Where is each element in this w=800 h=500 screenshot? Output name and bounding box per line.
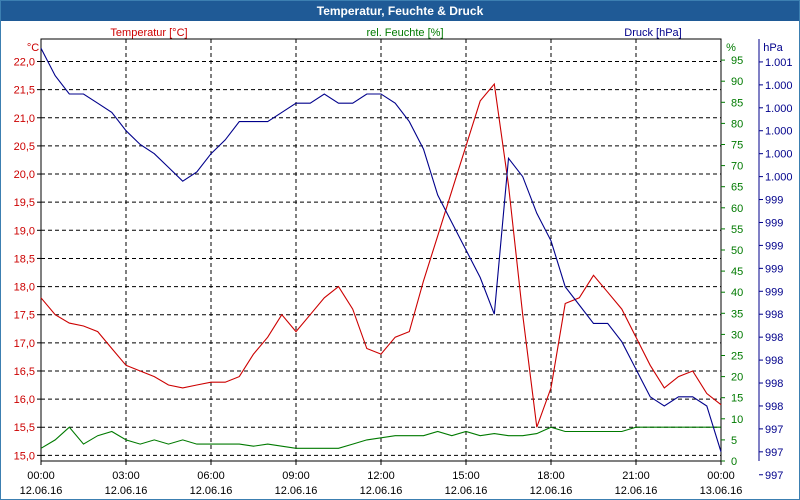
- x-tick-time: 09:00: [282, 470, 310, 482]
- pressure-series-line: [40, 47, 722, 452]
- legend-temperature: Temperatur [°C]: [110, 27, 187, 39]
- legend-pressure: Druck [hPa]: [624, 27, 681, 39]
- humidity-tick-label: 15: [731, 393, 743, 405]
- temperature-tick-label: 16,0: [14, 394, 35, 406]
- humidity-tick-label: 70: [731, 161, 743, 173]
- humidity-tick-label: 50: [731, 245, 743, 257]
- temperature-tick-label: 17,0: [14, 338, 35, 350]
- humidity-tick-label: 95: [731, 55, 743, 67]
- pressure-tick-label: 1.000: [765, 80, 793, 92]
- humidity-unit-label: %: [726, 42, 736, 54]
- humidity-tick-label: 85: [731, 97, 743, 109]
- pressure-tick-label: 1.000: [765, 172, 793, 184]
- pressure-tick-label: 998: [765, 378, 783, 390]
- x-tick-date: 12.06.16: [190, 485, 233, 497]
- temperature-tick-label: 16,5: [14, 366, 35, 378]
- x-tick-date: 12.06.16: [105, 485, 148, 497]
- window-title: Temperatur, Feuchte & Druck: [1, 1, 799, 21]
- pressure-tick-label: 999: [765, 240, 783, 252]
- x-tick-time: 12:00: [367, 470, 395, 482]
- x-tick-time: 18:00: [537, 470, 565, 482]
- temperature-tick-label: 19,0: [14, 225, 35, 237]
- pressure-unit-label: hPa: [763, 42, 783, 54]
- pressure-tick-label: 1.000: [765, 149, 793, 161]
- pressure-tick-label: 997: [765, 424, 783, 436]
- temperature-tick-label: 18,0: [14, 282, 35, 294]
- pressure-tick-label: 998: [765, 332, 783, 344]
- temperature-tick-label: 22,0: [14, 57, 35, 69]
- x-tick-time: 06:00: [197, 470, 225, 482]
- temperature-tick-label: 18,5: [14, 253, 35, 265]
- humidity-tick-label: 75: [731, 140, 743, 152]
- humidity-tick-label: 80: [731, 118, 743, 130]
- pressure-tick-label: 999: [765, 286, 783, 298]
- x-tick-date: 12.06.16: [615, 485, 658, 497]
- x-tick-date: 13.06.16: [700, 485, 743, 497]
- legend-humidity: rel. Feuchte [%]: [366, 27, 443, 39]
- pressure-tick-label: 997: [765, 447, 783, 459]
- humidity-tick-label: 20: [731, 372, 743, 384]
- temperature-tick-label: 15,0: [14, 450, 35, 462]
- humidity-tick-label: 35: [731, 308, 743, 320]
- humidity-tick-label: 90: [731, 76, 743, 88]
- x-tick-date: 12.06.16: [445, 485, 488, 497]
- humidity-tick-label: 60: [731, 203, 743, 215]
- humidity-series-line: [40, 426, 721, 449]
- humidity-tick-label: 45: [731, 266, 743, 278]
- temperature-unit-label: °C: [27, 42, 39, 54]
- temperature-series-line: [40, 82, 722, 428]
- temperature-tick-label: 17,5: [14, 310, 35, 322]
- pressure-tick-label: 998: [765, 309, 783, 321]
- pressure-tick-label: 1.001: [765, 57, 793, 69]
- x-tick-time: 21:00: [622, 470, 650, 482]
- pressure-tick-label: 998: [765, 355, 783, 367]
- temperature-tick-label: 19,5: [14, 197, 35, 209]
- humidity-tick-label: 40: [731, 287, 743, 299]
- humidity-tick-label: 55: [731, 224, 743, 236]
- humidity-tick-label: 0: [731, 456, 737, 468]
- x-tick-time: 15:00: [452, 470, 480, 482]
- pressure-tick-label: 999: [765, 195, 783, 207]
- humidity-tick-label: 30: [731, 329, 743, 341]
- x-tick-date: 12.06.16: [360, 485, 403, 497]
- pressure-tick-label: 999: [765, 217, 783, 229]
- pressure-tick-label: 1.000: [765, 126, 793, 138]
- x-tick-date: 12.06.16: [275, 485, 318, 497]
- pressure-tick-label: 997: [765, 470, 783, 482]
- temperature-tick-label: 21,5: [14, 85, 35, 97]
- humidity-tick-label: 10: [731, 414, 743, 426]
- pressure-tick-label: 1.000: [765, 103, 793, 115]
- x-tick-date: 12.06.16: [20, 485, 63, 497]
- x-tick-date: 12.06.16: [530, 485, 573, 497]
- temperature-tick-label: 21,0: [14, 113, 35, 125]
- humidity-tick-label: 5: [731, 435, 737, 447]
- temperature-tick-label: 20,0: [14, 169, 35, 181]
- x-tick-time: 00:00: [27, 470, 55, 482]
- temperature-tick-label: 15,5: [14, 422, 35, 434]
- pressure-tick-label: 998: [765, 401, 783, 413]
- pressure-tick-label: 999: [765, 263, 783, 275]
- x-tick-time: 03:00: [112, 470, 140, 482]
- humidity-tick-label: 65: [731, 182, 743, 194]
- humidity-tick-label: 25: [731, 351, 743, 363]
- x-tick-time: 00:00: [707, 470, 735, 482]
- temperature-tick-label: 20,5: [14, 141, 35, 153]
